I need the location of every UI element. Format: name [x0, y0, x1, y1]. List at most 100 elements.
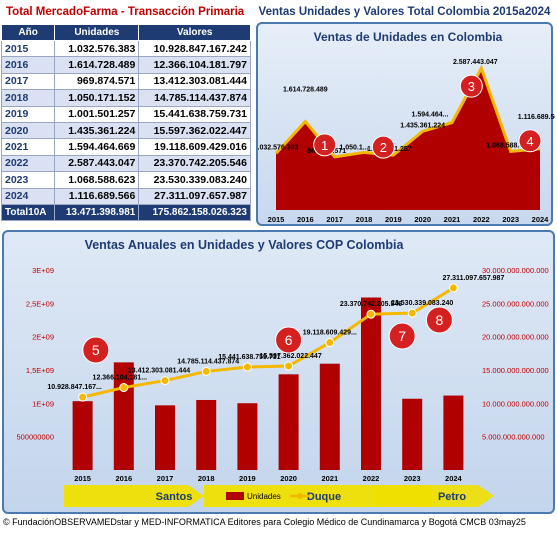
values-cell: 10.928.847.167.242 — [138, 39, 251, 58]
x-tick-label: 2016 — [297, 215, 314, 224]
values-cell: 14.785.114.437.874 — [138, 89, 251, 107]
right-axis-tick: 15.000.000.000.000 — [482, 366, 549, 375]
values-point — [78, 392, 88, 402]
sales-table: Año Unidades Valores 2015 1.032.576.383 10… — [0, 24, 251, 222]
values-point — [284, 361, 294, 371]
value-data-label: 10.928.847.167... — [47, 384, 102, 391]
period-arrow — [64, 485, 204, 507]
left-axis-tick: 3E+09 — [32, 266, 54, 275]
values-cell: 15.441.638.759.731 — [138, 105, 251, 123]
values-point — [407, 308, 417, 318]
values-line — [82, 286, 455, 399]
footer-credit: © FundaciónOBSERVAMEDstar y MED-INFORMAT… — [3, 517, 526, 527]
values-point — [119, 383, 129, 393]
x-tick-label: 2019 — [239, 474, 256, 483]
value-data-label: 14.785.114.437.874 — [177, 358, 239, 365]
marker-number: 6 — [285, 332, 293, 348]
x-tick-label: 2020 — [280, 474, 297, 483]
data-label: 1.116.689.566 — [518, 114, 555, 121]
chart-title: Ventas de Unidades en Colombia — [314, 30, 503, 44]
units-area-chart: Ventas de Unidades en Colombia 1.032.576.… — [256, 22, 555, 226]
units-cell: 1.032.576.383 — [54, 39, 140, 58]
table-row: 2018 1.050.171.152 14.785.114.437.874 — [0, 89, 251, 107]
data-label: 1.614.728.489 — [283, 86, 328, 93]
value-data-label: 27.311.097.657.987 — [442, 275, 504, 282]
table-title: Total MercadoFarma - Transacción Primari… — [6, 6, 245, 18]
table-row: 2022 2.587.443.047 23.370.742.205.546 — [0, 154, 251, 173]
x-tick-label: 2022 — [473, 215, 490, 224]
total-cell: 175.862.158.026.323 — [138, 203, 251, 222]
x-tick-label: 2023 — [502, 215, 519, 224]
table-row: 2021 1.594.464.669 19.118.609.429.016 — [0, 138, 251, 156]
unit-bar — [237, 403, 258, 470]
unit-bar — [443, 395, 464, 470]
units-cell: 1.050.171.152 — [54, 89, 140, 107]
table-row: 2019 1.001.501.257 15.441.638.759.731 — [0, 105, 251, 123]
x-tick-label: 2017 — [326, 215, 343, 224]
left-axis-tick: 1,5E+09 — [26, 366, 54, 375]
data-label: 1.050.1... — [339, 144, 368, 151]
values-point — [160, 376, 170, 386]
year-cell: 2022 — [0, 154, 56, 173]
units-cell: 1.435.361.224 — [54, 121, 140, 140]
unit-bar — [319, 363, 340, 470]
values-cell: 15.597.362.022.447 — [138, 121, 251, 140]
data-label: 1.435.361.224 — [400, 122, 445, 129]
values-cell: 23.530.339.083.240 — [138, 171, 251, 189]
units-area — [276, 68, 540, 210]
legend-bar-swatch — [226, 492, 244, 500]
marker-circle — [388, 322, 416, 350]
header-values: Valores — [138, 24, 251, 41]
data-label: 2.587.443.047 — [453, 59, 498, 66]
year-cell: 2024 — [0, 187, 56, 205]
right-axis-tick: 20.000.000.000.000 — [482, 333, 549, 342]
unit-bar — [278, 374, 299, 470]
units-cell: 1.116.689.566 — [54, 187, 140, 205]
value-data-label: 23.530.339.083.240 — [391, 300, 453, 307]
right-axis-tick: 5.000.000.000.000 — [482, 433, 545, 442]
unit-bar — [402, 398, 423, 470]
right-axis-tick: 25.000.000.000.000 — [482, 299, 549, 308]
year-cell: 2019 — [0, 105, 56, 123]
value-data-label: 15.441.638.759.731 — [218, 354, 280, 361]
values-point — [325, 338, 335, 348]
units-cell: 1.001.501.257 — [54, 105, 140, 123]
x-tick-label: 2018 — [198, 474, 215, 483]
units-cell: 1.068.588.623 — [54, 171, 140, 189]
period-label: Santos — [156, 491, 193, 503]
units-area-chart-svg: Ventas de Unidades en Colombia 1.032.576.… — [258, 30, 555, 224]
value-data-label: 15.597.362.022.447 — [259, 353, 321, 360]
chart-title: Ventas Anuales en Unidades y Valores COP… — [85, 238, 405, 252]
marker-number: 1 — [321, 138, 328, 153]
marker-circle — [371, 135, 395, 159]
left-axis-tick: 2,5E+09 — [26, 299, 54, 308]
marker-number: 7 — [398, 328, 406, 344]
marker-circle — [459, 74, 483, 98]
total-cell: 13.471.398.981 — [54, 203, 140, 222]
marker-circle — [425, 306, 453, 334]
x-tick-label: 2017 — [157, 474, 174, 483]
marker-number: 3 — [468, 79, 475, 94]
year-cell: 2018 — [0, 89, 56, 107]
x-tick-label: 2021 — [321, 474, 338, 483]
left-axis-tick: 500000000 — [16, 433, 54, 442]
right-axis-tick: 10.000.000.000.000 — [482, 399, 549, 408]
value-data-label: 23.370.742.205.546 — [340, 301, 402, 308]
values-cell: 12.366.104.181.797 — [138, 56, 251, 74]
year-cell: 2016 — [0, 56, 56, 74]
marker-number: 8 — [436, 312, 444, 328]
page-title: Ventas Unidades y Valores Total Colombia… — [258, 6, 551, 18]
values-cell: 23.370.742.205.546 — [138, 154, 251, 173]
marker-number: 4 — [526, 134, 533, 149]
values-point — [366, 309, 376, 319]
x-tick-label: 2015 — [74, 474, 91, 483]
x-tick-label: 2020 — [414, 215, 431, 224]
right-axis-tick: 30.000.000.000.000 — [482, 266, 549, 275]
table-row: 2016 1.614.728.489 12.366.104.181.797 — [0, 56, 251, 74]
x-tick-label: 2022 — [363, 474, 380, 483]
marker-circle — [275, 326, 303, 354]
period-label: Petro — [438, 491, 466, 503]
x-tick-label: 2019 — [385, 215, 402, 224]
units-cell: 969.874.571 — [54, 72, 140, 91]
header-units: Unidades — [54, 24, 140, 41]
